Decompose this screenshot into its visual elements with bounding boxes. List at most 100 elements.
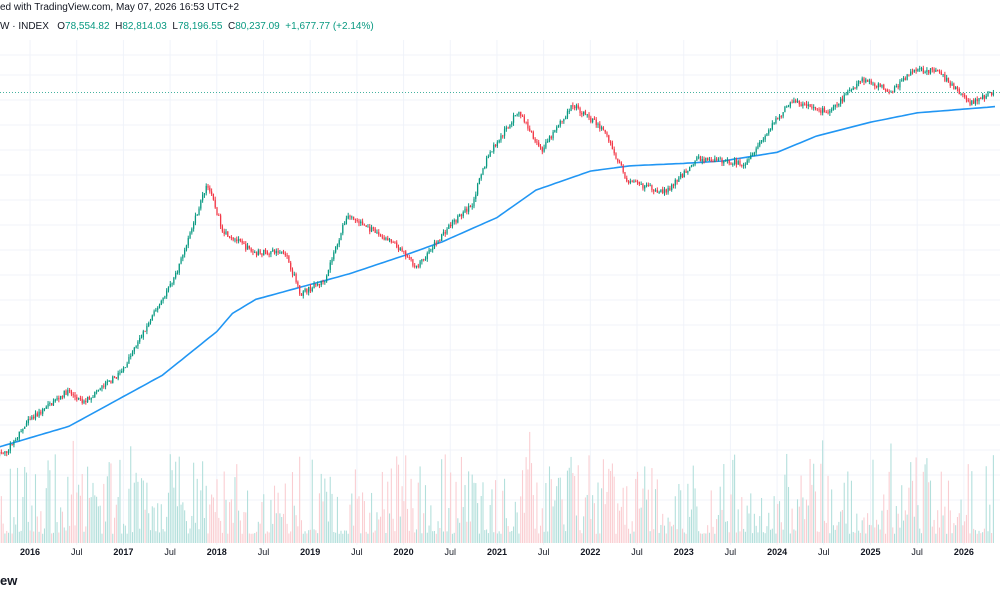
candle-body: [836, 104, 838, 106]
volume-bar: [951, 533, 953, 543]
volume-bar: [126, 533, 128, 543]
candle-body: [478, 178, 481, 185]
x-tick-label: Jul: [71, 547, 83, 557]
volume-bar: [730, 494, 732, 543]
candle-body: [34, 413, 37, 419]
volume-bar: [699, 533, 701, 543]
candle-body: [268, 254, 270, 255]
volume-bar: [403, 501, 405, 543]
candle-body: [144, 331, 146, 333]
volume-bar: [915, 457, 917, 543]
volume-bar: [385, 532, 387, 543]
volume-bar: [475, 483, 477, 543]
candle-body: [685, 170, 687, 173]
volume-bar: [746, 505, 748, 543]
candle-body: [920, 68, 923, 70]
volume-bar: [149, 530, 152, 543]
candle-body: [823, 108, 826, 113]
volume-bar: [879, 529, 881, 543]
candle-body: [746, 160, 748, 165]
volume-bar: [863, 517, 865, 543]
volume-bar: [2, 523, 4, 543]
volume-bar: [18, 531, 20, 543]
candle-body: [980, 98, 982, 100]
candle-body: [259, 250, 261, 254]
candle-body: [600, 127, 603, 129]
volume-bar: [286, 523, 288, 543]
volume-bar: [505, 518, 507, 543]
volume-bar: [716, 519, 718, 543]
candle-body: [104, 382, 107, 387]
candle-body: [201, 194, 204, 201]
volume-bar: [619, 510, 621, 543]
volume-bar: [142, 480, 144, 543]
candle-body: [25, 423, 28, 427]
volume-bar: [811, 484, 813, 543]
candle-body: [802, 103, 804, 106]
candle-body: [899, 81, 901, 88]
volume-bar: [929, 480, 932, 543]
candle-body: [556, 127, 558, 131]
volume-bar: [412, 508, 414, 543]
chart-attribution: ed with TradingView.com, May 07, 2026 16…: [0, 2, 240, 13]
volume-bar: [29, 530, 31, 543]
volume-bar: [978, 530, 980, 543]
moving-average-line: [0, 105, 996, 448]
volume-bar: [926, 458, 928, 543]
volume-bar: [991, 533, 993, 543]
x-tick-label: 2022: [580, 547, 600, 557]
volume-bar: [773, 496, 775, 543]
volume-bar: [15, 524, 17, 543]
volume-bar: [987, 531, 989, 543]
candle-body: [272, 249, 274, 252]
volume-bar: [852, 531, 854, 543]
candle-body: [969, 101, 971, 105]
volume-bar: [354, 469, 356, 543]
volume-bar: [380, 516, 382, 543]
volume-bar: [264, 533, 267, 543]
candle-body: [604, 130, 606, 133]
volume-bars: [0, 431, 994, 543]
candle-body: [487, 156, 490, 158]
volume-bar: [584, 497, 586, 543]
volume-bar: [347, 533, 349, 543]
candle-body: [597, 123, 599, 125]
candle-body: [590, 117, 592, 123]
candle-body: [886, 89, 888, 92]
volume-bar: [45, 488, 47, 543]
candle-body: [475, 194, 477, 199]
volume-bar: [933, 519, 935, 543]
candle-body: [629, 181, 631, 183]
candle-body: [392, 242, 394, 244]
candle-body: [622, 165, 624, 173]
volume-bar: [451, 533, 453, 543]
volume-bar: [707, 525, 709, 543]
candle-body: [228, 236, 231, 238]
volume-bar: [36, 516, 38, 543]
candle-body: [850, 89, 853, 91]
candle-body: [771, 123, 773, 130]
candle-body: [484, 166, 486, 169]
candle-body: [748, 158, 750, 161]
volume-bar: [604, 504, 606, 543]
candle-body: [42, 408, 44, 414]
volume-bar: [185, 521, 187, 543]
candle-body: [243, 242, 245, 245]
volume-bar: [509, 531, 511, 543]
candle-body: [18, 431, 20, 439]
candle-body: [254, 252, 256, 254]
volume-bar: [218, 517, 220, 543]
volume-bar: [681, 528, 684, 543]
candle-body: [185, 245, 188, 251]
candle-body: [97, 389, 100, 392]
volume-bar: [257, 521, 259, 543]
candle-body: [45, 406, 47, 409]
candle-body: [563, 119, 565, 122]
candle-body: [237, 239, 240, 242]
volume-bar: [654, 489, 657, 543]
volume-bar: [579, 530, 581, 543]
volume-bar: [148, 513, 150, 543]
volume-bar: [430, 505, 432, 543]
volume-bar: [890, 443, 892, 543]
